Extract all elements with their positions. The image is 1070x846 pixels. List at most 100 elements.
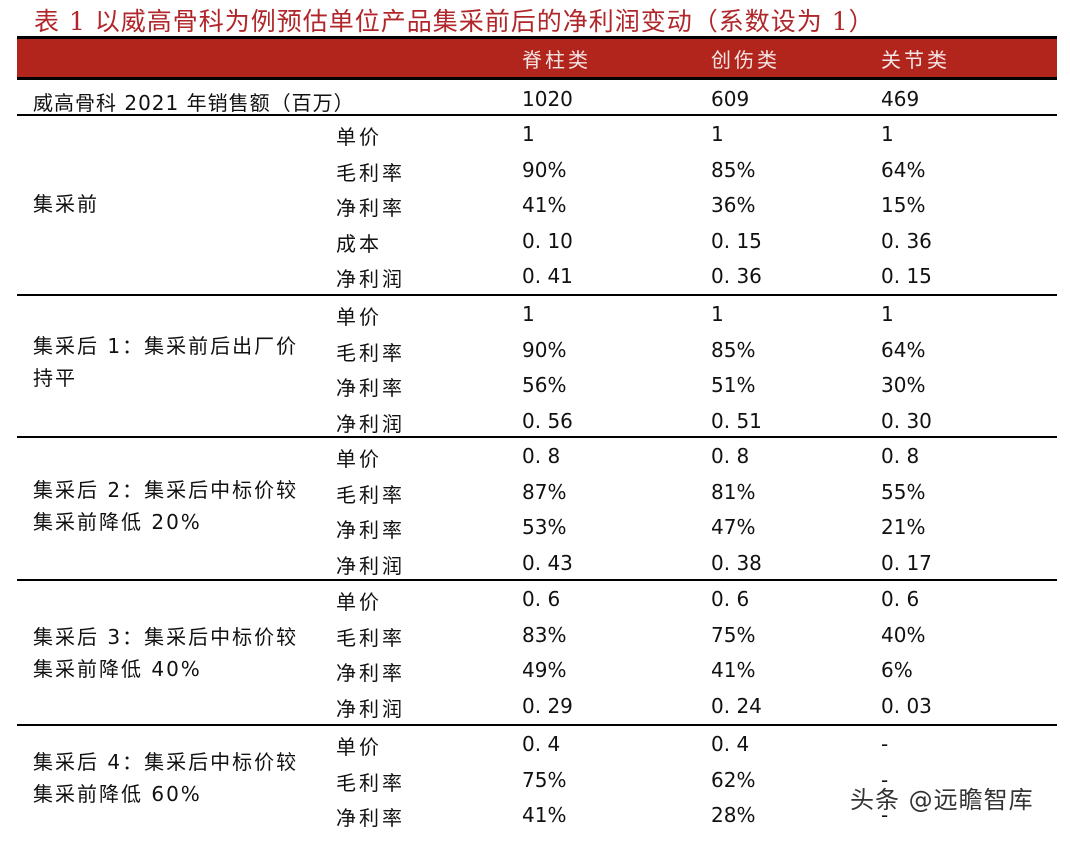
metric-label: 毛利率 (336, 160, 405, 185)
column-header-trauma: 创伤类 (711, 48, 780, 72)
metric-label: 毛利率 (336, 770, 405, 795)
value-trauma: 62% (711, 767, 756, 792)
metric-label: 毛利率 (336, 340, 405, 365)
table-row: 净利润 0. 56 0. 51 0. 30 (17, 403, 1057, 439)
value-joint: 6% (881, 658, 913, 682)
group-label: 集采前 (33, 192, 99, 216)
value-spine: 90% (522, 157, 567, 182)
value-joint: - (881, 767, 889, 792)
column-header-spine: 脊柱类 (522, 48, 591, 72)
value-joint: 1 (881, 122, 894, 146)
value-trauma: 0. 4 (711, 732, 750, 756)
value-trauma: 47% (711, 515, 756, 539)
table-row: 毛利率 83% 75% 40% (17, 617, 1057, 653)
metric-label: 净利率 (336, 518, 405, 542)
metric-label: 净利率 (336, 661, 405, 685)
value-spine: 0. 6 (522, 587, 561, 611)
metric-label: 毛利率 (336, 625, 405, 650)
table-row: 毛利率 90% 85% 64% (17, 332, 1057, 368)
table-row: 毛利率 90% 85% 64% (17, 152, 1057, 188)
value-joint: - (881, 732, 889, 756)
group-label: 集采后 4：集采后中标价较集采前降低 60% (33, 750, 299, 806)
value-trauma: 0. 6 (711, 587, 750, 611)
table-row: 单价 1 1 1 (17, 296, 1057, 332)
value-joint: 21% (881, 515, 926, 539)
value-joint: 1 (881, 302, 894, 326)
value-trauma: 36% (711, 193, 756, 217)
table-row: 单价 1 1 1 (17, 116, 1057, 152)
value-spine: 41% (522, 803, 567, 827)
value-trauma: 75% (711, 622, 756, 647)
table-title: 表 1 以威高骨科为例预估单位产品集采前后的净利润变动（系数设为 1） (34, 7, 875, 36)
value-trauma: 81% (711, 479, 756, 504)
metric-label: 单价 (336, 590, 382, 614)
metric-label: 净利润 (336, 411, 405, 436)
value-trauma: 1 (711, 122, 724, 146)
metric-label: 净利润 (336, 553, 405, 578)
table-row: 毛利率 87% 81% 55% (17, 474, 1057, 510)
sales-joint: 469 (881, 87, 920, 111)
value-joint: 0. 36 (881, 228, 932, 253)
table-row: 净利率 53% 47% 21% (17, 509, 1057, 545)
metric-label: 单价 (336, 305, 382, 329)
value-joint: 0. 30 (881, 408, 932, 433)
value-spine: 0. 56 (522, 408, 573, 433)
value-joint: 0. 03 (881, 693, 932, 718)
table-row: 净利润 0. 43 0. 38 0. 17 (17, 545, 1057, 581)
value-spine: 49% (522, 658, 567, 682)
group-after-procurement-1: 集采后 1：集采前后出厂价持平 单价 1 1 1 毛利率 90% 85% 64%… (17, 296, 1057, 438)
value-joint: 0. 8 (881, 444, 920, 468)
value-joint: 40% (881, 622, 926, 647)
value-joint: 30% (881, 373, 926, 397)
value-spine: 1 (522, 302, 535, 326)
value-trauma: 0. 24 (711, 693, 762, 718)
value-joint: - (881, 803, 889, 827)
group-label: 集采后 3：集采后中标价较集采前降低 40% (33, 625, 299, 681)
table-row: 净利率 49% 41% 6% (17, 652, 1057, 688)
metric-label: 单价 (336, 735, 382, 759)
value-spine: 75% (522, 767, 567, 792)
watermark: 头条 @远瞻智库 (850, 786, 1034, 814)
group-label: 集采后 1：集采前后出厂价持平 (33, 334, 299, 390)
value-joint: 64% (881, 337, 926, 362)
value-joint: 15% (881, 193, 926, 217)
sales-trauma: 609 (711, 87, 750, 111)
value-spine: 41% (522, 193, 567, 217)
value-trauma: 28% (711, 803, 756, 827)
table-row: 净利率 41% 28% - (17, 797, 1057, 833)
column-header-joint: 关节类 (881, 48, 950, 72)
value-spine: 0. 4 (522, 732, 561, 756)
value-spine: 87% (522, 479, 567, 504)
metric-label: 净利率 (336, 196, 405, 220)
value-trauma: 0. 51 (711, 408, 762, 433)
value-spine: 1 (522, 122, 535, 146)
value-joint: 0. 6 (881, 587, 920, 611)
value-joint: 55% (881, 479, 926, 504)
value-trauma: 0. 15 (711, 228, 762, 253)
group-after-procurement-4: 集采后 4：集采后中标价较集采前降低 60% 单价 0. 4 0. 4 - 毛利… (17, 726, 1057, 846)
table-row: 单价 0. 6 0. 6 0. 6 (17, 581, 1057, 617)
table-row: 净利润 0. 29 0. 24 0. 03 (17, 688, 1057, 724)
metric-label: 净利润 (336, 696, 405, 721)
table-header: 脊柱类 创伤类 关节类 (17, 36, 1057, 80)
value-trauma: 85% (711, 337, 756, 362)
metric-label: 单价 (336, 447, 382, 471)
value-spine: 0. 43 (522, 550, 573, 575)
table-row: 净利润 0. 41 0. 36 0. 15 (17, 258, 1057, 294)
table-row: 单价 0. 4 0. 4 - (17, 726, 1057, 762)
value-joint: 64% (881, 157, 926, 182)
value-spine: 0. 41 (522, 264, 573, 288)
table-row: 净利率 56% 51% 30% (17, 367, 1057, 403)
metric-label: 成本 (336, 231, 382, 256)
metric-label: 净利润 (336, 267, 405, 291)
value-trauma: 41% (711, 658, 756, 682)
group-after-procurement-2: 集采后 2：集采后中标价较集采前降低 20% 单价 0. 8 0. 8 0. 8… (17, 438, 1057, 581)
value-spine: 0. 8 (522, 444, 561, 468)
metric-label: 净利率 (336, 806, 405, 830)
sales-spine: 1020 (522, 87, 573, 111)
value-joint: 0. 17 (881, 550, 932, 575)
value-spine: 53% (522, 515, 567, 539)
table-row: 单价 0. 8 0. 8 0. 8 (17, 438, 1057, 474)
data-table: 脊柱类 创伤类 关节类 威高骨科 2021 年销售额（百万） 1020 609 … (17, 36, 1057, 846)
value-trauma: 0. 8 (711, 444, 750, 468)
